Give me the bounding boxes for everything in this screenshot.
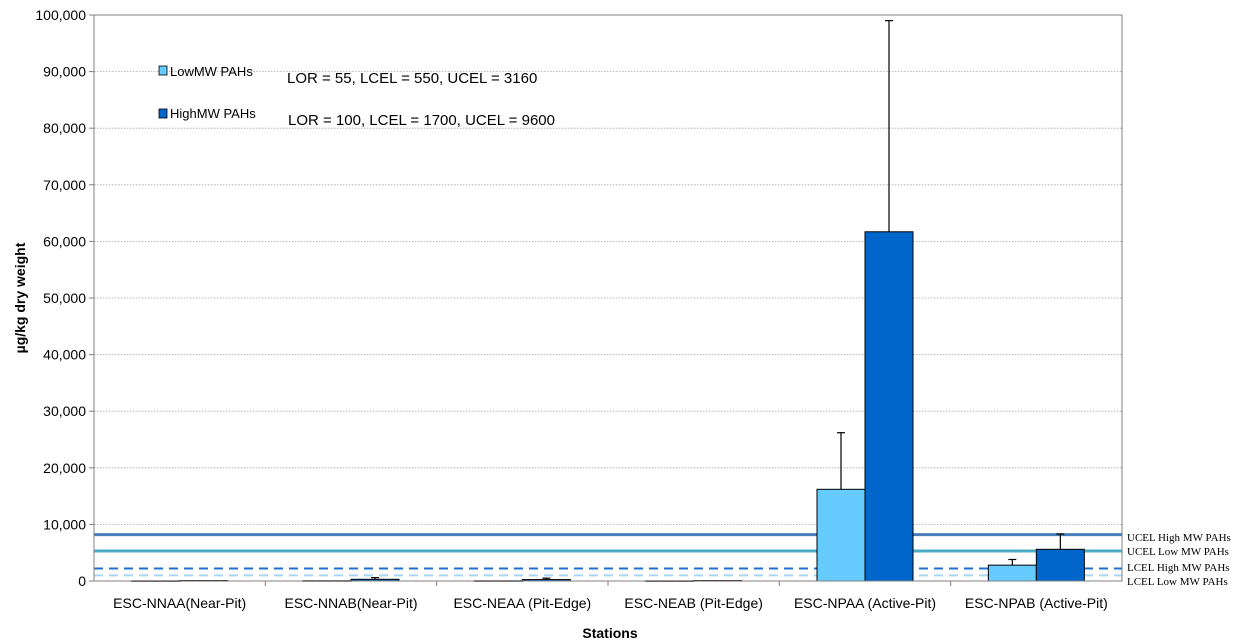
y-tick-label: 10,000 [43, 516, 86, 532]
y-tick-label: 100,000 [35, 7, 86, 23]
bar-highmw-pahs-5 [864, 231, 914, 582]
x-category-label: ESC-NNAB(Near-Pit) [284, 595, 417, 611]
ref-label-lcel-low-mw-pahs: LCEL Low MW PAHs [1127, 576, 1228, 588]
legend-swatch-low-mw [158, 65, 168, 76]
annotation-low-mw-limits: LOR = 55, LCEL = 550, UCEL = 3160 [287, 70, 537, 87]
reference-line-labels: UCEL High MW PAHs UCEL Low MW PAHs LCEL Hi… [1127, 532, 1231, 588]
y-axis-ticks: 0 10,000 20,000 30,000 40,000 50,000 60,000 70,… [35, 7, 94, 589]
y-tick-label: 20,000 [43, 460, 86, 476]
legend-swatch-high-mw [158, 108, 168, 119]
reference-lines [94, 533, 1122, 577]
ref-label-ucel-high-mw-pahs: UCEL High MW PAHs [1127, 532, 1231, 544]
y-tick-label: 0 [78, 573, 86, 589]
legend-label-low-mw: LowMW PAHs [170, 64, 253, 79]
bar-highmw-pahs-6 [1035, 548, 1085, 582]
bars [131, 231, 1085, 582]
ref-label-ucel-low-mw-pahs: UCEL Low MW PAHs [1127, 546, 1229, 558]
annotation-high-mw-limits: LOR = 100, LCEL = 1700, UCEL = 9600 [288, 112, 555, 129]
ref-label-lcel-high-mw-pahs: LCEL High MW PAHs [1127, 562, 1230, 574]
error-bars [371, 20, 1065, 580]
y-tick-label: 50,000 [43, 290, 86, 306]
bar-lowmw-pahs-5 [816, 488, 866, 582]
x-category-label: ESC-NNAA(Near-Pit) [113, 595, 246, 611]
y-tick-label: 80,000 [43, 120, 86, 136]
x-category-label: ESC-NPAB (Active-Pit) [965, 595, 1108, 611]
grid-lines [94, 14, 1122, 525]
y-tick-label: 30,000 [43, 403, 86, 419]
y-tick-label: 60,000 [43, 233, 86, 249]
legend-label-high-mw: HighMW PAHs [170, 106, 256, 121]
x-category-label: ESC-NPAA (Active-Pit) [794, 595, 936, 611]
x-axis-categories: ESC-NNAA(Near-Pit) ESC-NNAB(Near-Pit) ESC-… [113, 581, 1108, 611]
y-axis-title: µg/kg dry weight [12, 242, 28, 353]
x-category-label: ESC-NEAA (Pit-Edge) [453, 595, 591, 611]
legend: LowMW PAHs HighMW PAHs [158, 64, 256, 121]
bar-lowmw-pahs-6 [987, 564, 1037, 582]
y-tick-label: 90,000 [43, 64, 86, 80]
x-axis-title: Stations [582, 625, 637, 641]
y-tick-label: 70,000 [43, 177, 86, 193]
x-category-label: ESC-NEAB (Pit-Edge) [624, 595, 762, 611]
y-tick-label: 40,000 [43, 347, 86, 363]
